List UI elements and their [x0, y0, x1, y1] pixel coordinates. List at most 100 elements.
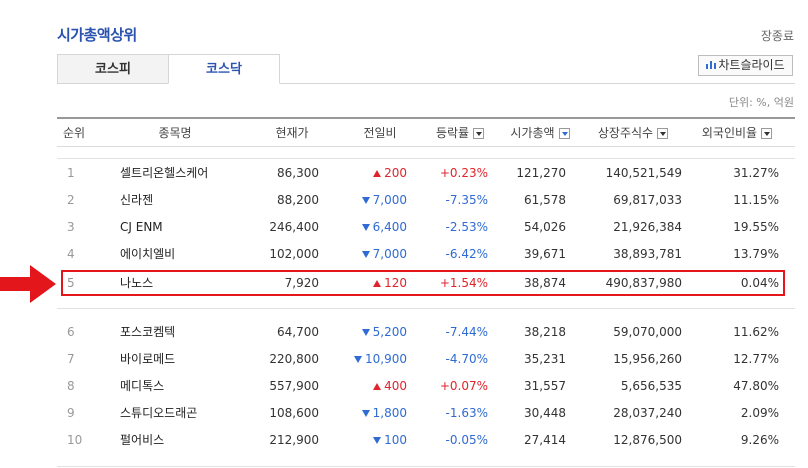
rank-cell: 9 — [67, 406, 75, 420]
rank-cell: 8 — [67, 379, 75, 393]
rank-cell: 5 — [67, 276, 75, 290]
down-triangle-icon — [361, 329, 370, 336]
market-cap-cell: 61,578 — [524, 193, 566, 207]
rank-cell: 4 — [67, 247, 75, 261]
chart-slide-button[interactable]: 차트슬라이드 — [698, 55, 793, 76]
price-cell: 102,000 — [269, 247, 319, 261]
sort-foreign-ratio-icon[interactable] — [761, 128, 773, 139]
change-cell: 7,000 — [361, 187, 407, 214]
market-cap-cell: 54,026 — [524, 220, 566, 234]
rate-cell: -1.63% — [445, 406, 488, 420]
page-title: 시가총액상위 — [57, 26, 137, 44]
shares-cell: 28,037,240 — [613, 406, 682, 420]
down-triangle-icon — [361, 410, 370, 417]
market-cap-cell: 35,231 — [524, 352, 566, 366]
change-cell: 120 — [373, 270, 407, 297]
bar-chart-icon — [706, 56, 717, 75]
foreign-ratio-cell: 11.15% — [733, 193, 779, 207]
tab-kospi[interactable]: 코스피 — [57, 54, 169, 84]
change-cell: 100 — [373, 427, 407, 454]
price-cell: 88,200 — [277, 193, 319, 207]
col-rate: 등락률 — [425, 119, 495, 147]
rate-cell: -2.53% — [445, 220, 488, 234]
market-cap-cell: 38,218 — [524, 325, 566, 339]
table-header: 순위 종목명 현재가 전일비 등락률 시가총액 상장주식수 외국인비율 — [57, 117, 795, 147]
market-cap-cell: 121,270 — [516, 166, 566, 180]
col-rank: 순위 — [62, 126, 86, 140]
down-triangle-icon — [373, 437, 382, 444]
rate-cell: +0.07% — [439, 379, 488, 393]
up-triangle-icon — [373, 280, 382, 287]
down-triangle-icon — [361, 224, 370, 231]
rank-cell: 3 — [67, 220, 75, 234]
stock-name-link[interactable]: 포스코켐텍 — [120, 325, 176, 339]
col-name: 종목명 — [158, 126, 192, 140]
foreign-ratio-cell: 11.62% — [733, 325, 779, 339]
tab-kosdaq[interactable]: 코스닥 — [168, 54, 280, 84]
market-cap-cell: 31,557 — [524, 379, 566, 393]
up-triangle-icon — [373, 170, 382, 177]
stock-name-link[interactable]: 셀트리온헬스케어 — [120, 166, 209, 180]
highlight-box — [61, 270, 785, 296]
row-divider — [57, 308, 795, 309]
foreign-ratio-cell: 47.80% — [733, 379, 779, 393]
rate-cell: -4.70% — [445, 352, 488, 366]
pointer-arrow-icon — [0, 265, 56, 307]
price-cell: 108,600 — [269, 406, 319, 420]
table-row: 9 스튜디오드래곤 108,600 1,800 -1.63% 30,448 28,037,2… — [57, 400, 795, 427]
foreign-ratio-cell: 13.79% — [733, 247, 779, 261]
change-cell: 200 — [373, 160, 407, 187]
sort-shares-icon[interactable] — [657, 128, 669, 139]
change-cell: 6,400 — [361, 214, 407, 241]
down-triangle-icon — [361, 197, 370, 204]
stock-name-link[interactable]: CJ ENM — [120, 220, 163, 234]
market-cap-cell: 38,874 — [524, 276, 566, 290]
shares-cell: 140,521,549 — [605, 166, 682, 180]
table-row: 2 신라젠 88,200 7,000 -7.35% 61,578 69,817,033 11.… — [57, 187, 795, 214]
market-cap-cell: 27,414 — [524, 433, 566, 447]
stock-name-link[interactable]: 신라젠 — [120, 193, 154, 207]
col-market-cap: 시가총액 — [500, 119, 580, 147]
table-row: 8 메디톡스 557,900 400 +0.07% 31,557 5,656,535 47.8… — [57, 373, 795, 400]
row-divider — [57, 158, 795, 159]
price-cell: 7,920 — [284, 276, 319, 290]
rate-cell: -7.35% — [445, 193, 488, 207]
stock-name-link[interactable]: 나노스 — [120, 276, 154, 290]
change-cell: 5,200 — [361, 319, 407, 346]
stock-name-link[interactable]: 에이치엘비 — [120, 247, 176, 261]
sort-market-cap-icon[interactable] — [558, 128, 570, 139]
table-bottom-line — [57, 466, 795, 467]
change-cell: 1,800 — [361, 400, 407, 427]
price-cell: 212,900 — [269, 433, 319, 447]
chart-slide-label: 차트슬라이드 — [718, 58, 785, 72]
sort-rate-icon[interactable] — [473, 128, 485, 139]
price-cell: 246,400 — [269, 220, 319, 234]
table-row: 4 에이치엘비 102,000 7,000 -6.42% 39,671 38,893,781… — [57, 241, 795, 268]
table-row: 3 CJ ENM 246,400 6,400 -2.53% 54,026 21,926,38… — [57, 214, 795, 241]
stock-name-link[interactable]: 펄어비스 — [120, 433, 165, 447]
shares-cell: 69,817,033 — [613, 193, 682, 207]
col-foreign-ratio: 외국인비율 — [691, 119, 783, 147]
down-triangle-icon — [354, 356, 362, 363]
stock-name-link[interactable]: 바이로메드 — [120, 352, 176, 366]
foreign-ratio-cell: 0.04% — [740, 276, 779, 290]
rate-cell: +0.23% — [439, 166, 488, 180]
stock-name-link[interactable]: 스튜디오드래곤 — [120, 406, 198, 420]
price-cell: 557,900 — [269, 379, 319, 393]
foreign-ratio-cell: 31.27% — [733, 166, 779, 180]
stock-name-link[interactable]: 메디톡스 — [120, 379, 165, 393]
col-change: 전일비 — [363, 126, 397, 140]
rank-cell: 7 — [67, 352, 75, 366]
price-cell: 64,700 — [277, 325, 319, 339]
shares-cell: 21,926,384 — [613, 220, 682, 234]
table-row: 10 펄어비스 212,900 100 -0.05% 27,414 12,876,500 9.… — [57, 427, 795, 454]
price-cell: 86,300 — [277, 166, 319, 180]
foreign-ratio-cell: 9.26% — [740, 433, 779, 447]
rank-cell: 1 — [67, 166, 75, 180]
price-cell: 220,800 — [269, 352, 319, 366]
col-shares: 상장주식수 — [587, 119, 679, 147]
shares-cell: 12,876,500 — [613, 433, 682, 447]
rank-cell: 10 — [67, 433, 83, 447]
table-row: 1 셀트리온헬스케어 86,300 200 +0.23% 121,270 140,521,5… — [57, 160, 795, 187]
change-cell: 10,900 — [354, 346, 407, 373]
